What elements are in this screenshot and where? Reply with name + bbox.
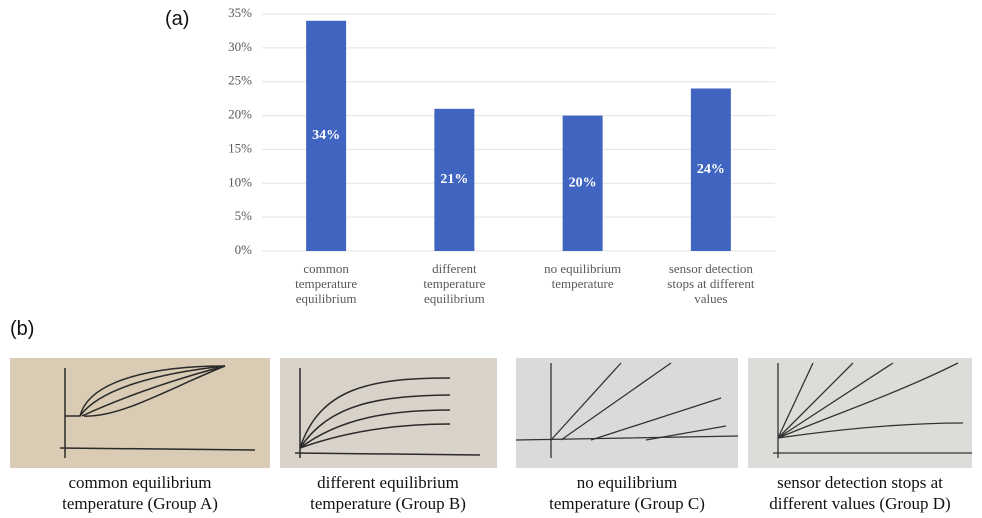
photo-caption: sensor detection stops at different valu… xyxy=(735,472,982,514)
x-tick-label: sensor detection stops at different valu… xyxy=(646,261,776,306)
data-label: 21% xyxy=(440,172,468,187)
photo-caption: different equilibrium temperature (Group… xyxy=(263,472,513,514)
data-label: 24% xyxy=(697,162,725,177)
y-tick-label: 10% xyxy=(228,174,252,189)
figure: 0% 5% 10% 15% 20% 25% 30% 35% 34% 21% 20% 24% (a) (… xyxy=(0,0,982,518)
y-tick-label: 25% xyxy=(228,73,252,88)
data-label: 34% xyxy=(312,128,340,143)
panel-label: (a) xyxy=(165,8,189,31)
data-label: 20% xyxy=(569,176,597,191)
y-tick-label: 15% xyxy=(228,140,252,155)
y-tick-label: 30% xyxy=(228,39,252,54)
x-tick-label: no equilibrium temperature xyxy=(518,261,648,291)
photo-caption: common equilibrium temperature (Group A) xyxy=(15,472,265,514)
y-tick-label: 35% xyxy=(228,5,252,20)
y-tick-label: 20% xyxy=(228,107,252,122)
photo-caption: no equilibrium temperature (Group C) xyxy=(502,472,752,514)
photo xyxy=(280,358,497,468)
y-tick-label: 0% xyxy=(235,242,253,257)
photo xyxy=(748,358,972,468)
panel-label: (b) xyxy=(10,318,34,341)
photo xyxy=(516,358,738,468)
photo xyxy=(10,358,270,468)
x-tick-label: different temperature equilibrium xyxy=(389,261,519,306)
y-tick-label: 5% xyxy=(235,208,253,223)
x-tick-label: common temperature equilibrium xyxy=(261,261,391,306)
